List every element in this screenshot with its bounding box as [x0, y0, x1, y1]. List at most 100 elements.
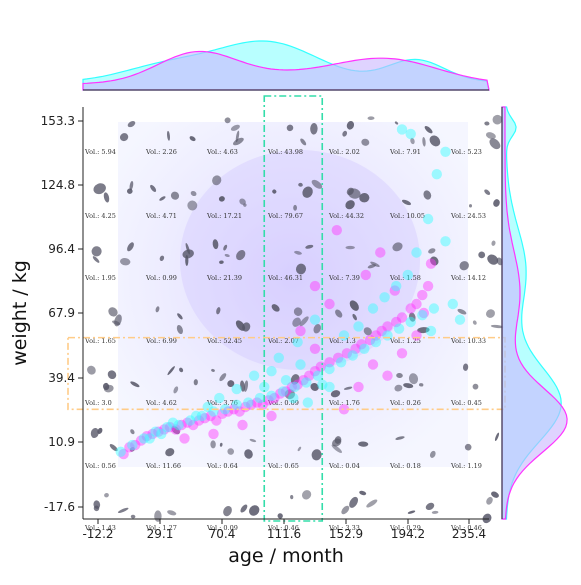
data-point	[164, 422, 176, 433]
specimen-blob	[218, 196, 225, 202]
specimen-blob	[358, 441, 369, 447]
specimen-blob	[104, 492, 109, 498]
specimen-blob	[290, 495, 294, 500]
specimen-blob	[425, 502, 435, 511]
specimen-blob	[189, 136, 196, 142]
data-point	[280, 386, 292, 397]
specimen-blob	[219, 260, 224, 264]
data-point	[289, 381, 300, 393]
data-point	[288, 392, 299, 404]
data-point	[188, 419, 199, 431]
specimen-blob	[484, 189, 491, 195]
data-point	[405, 316, 416, 328]
specimen-blob	[87, 365, 96, 375]
specimen-blob	[313, 323, 321, 334]
specimen-blob	[331, 444, 342, 453]
x-tick-label: 194.2	[391, 527, 425, 541]
data-point	[266, 390, 277, 401]
specimen-blob	[130, 429, 135, 435]
data-point	[304, 370, 315, 381]
data-point	[360, 269, 371, 281]
data-point	[266, 366, 277, 377]
vol-label: Vol.: 0.09	[206, 524, 238, 532]
data-point	[335, 357, 347, 368]
vol-label: Vol.: 4.25	[84, 212, 116, 220]
vol-label: Vol.: 52.45	[206, 337, 242, 345]
specimen-blob	[127, 121, 136, 128]
specimen-blob	[429, 135, 441, 147]
vol-label: Vol.: 2.26	[145, 148, 177, 156]
specimen-blob	[349, 300, 359, 311]
specimen-blob	[219, 373, 227, 382]
vol-label: Vol.: 21.39	[206, 274, 242, 282]
specimen-blob	[244, 449, 253, 459]
vol-label: Vol.: 0.99	[145, 274, 177, 282]
vol-label: Vol.: 14.12	[450, 274, 486, 282]
data-point	[161, 422, 173, 433]
y-tick-label: 153.3	[41, 114, 75, 128]
data-point	[411, 330, 422, 341]
specimen-blob	[224, 253, 230, 258]
data-point	[231, 383, 242, 395]
data-point	[298, 375, 309, 386]
data-point	[341, 348, 353, 359]
data-point	[324, 381, 335, 393]
specimen-blob	[243, 380, 249, 392]
data-point	[147, 428, 158, 440]
specimen-blob	[484, 121, 490, 126]
specimen-blob	[341, 505, 350, 515]
specimen-blob	[173, 386, 179, 394]
data-point	[353, 381, 364, 393]
specimen-blob	[299, 316, 309, 327]
specimen-blob	[290, 374, 300, 385]
specimen-blob	[233, 137, 244, 146]
specimen-blob	[167, 510, 177, 516]
data-point	[312, 370, 324, 381]
specimen-blob	[165, 448, 175, 457]
specimen-blob	[127, 242, 134, 252]
specimen-blob	[240, 380, 245, 392]
specimen-blob	[346, 120, 355, 130]
data-point	[167, 417, 179, 428]
specimen-blob	[235, 130, 240, 143]
vol-label: Vol.: 5.94	[84, 148, 116, 156]
specimen-blob	[359, 192, 370, 203]
specimen-blob	[345, 200, 355, 210]
specimen-blob	[212, 175, 222, 186]
data-point	[292, 336, 303, 348]
data-point	[251, 397, 263, 408]
specimen-blob	[345, 245, 355, 250]
vol-label: Vol.: 0.26	[389, 399, 421, 407]
vol-label: Vol.: 2.02	[328, 148, 360, 156]
data-point	[237, 419, 248, 431]
vol-label: Vol.: 24.53	[450, 212, 486, 220]
specimen-blob	[90, 427, 99, 439]
data-point	[196, 410, 208, 422]
specimen-blob	[130, 381, 140, 388]
x-tick-label: 111.6	[267, 527, 301, 541]
data-point	[141, 431, 152, 442]
x-tick-label: 152.9	[329, 527, 363, 541]
specimen-blob	[424, 126, 433, 134]
data-point	[219, 404, 231, 415]
y-tick-label: 10.9	[48, 435, 75, 449]
specimen-blob	[301, 490, 312, 500]
specimen-blob	[179, 367, 184, 373]
specimen-blob	[93, 183, 106, 195]
specimen-blob	[159, 255, 165, 262]
data-point	[269, 392, 280, 404]
data-point	[375, 247, 386, 258]
specimen-blob	[431, 510, 439, 514]
vol-label: Vol.: 2.07	[267, 337, 299, 345]
data-point	[315, 361, 326, 372]
specimen-blob	[119, 133, 129, 142]
specimen-blob	[102, 382, 110, 391]
data-point	[367, 359, 379, 370]
x-tick-label: -12.2	[82, 527, 113, 541]
vol-label: Vol.: 1.3	[328, 337, 356, 345]
data-point	[190, 410, 202, 422]
vol-label: Vol.: 46.31	[267, 274, 303, 282]
specimen-blob	[485, 132, 496, 140]
data-point	[277, 386, 289, 397]
data-point	[199, 413, 210, 424]
